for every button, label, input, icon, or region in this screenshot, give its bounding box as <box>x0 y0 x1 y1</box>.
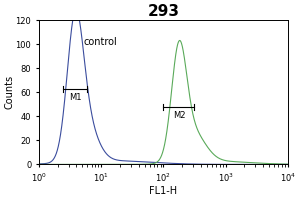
Y-axis label: Counts: Counts <box>4 75 14 109</box>
Title: 293: 293 <box>147 4 179 19</box>
X-axis label: FL1-H: FL1-H <box>149 186 177 196</box>
Text: M1: M1 <box>69 93 81 102</box>
Text: M2: M2 <box>172 111 185 120</box>
Text: control: control <box>84 37 118 47</box>
